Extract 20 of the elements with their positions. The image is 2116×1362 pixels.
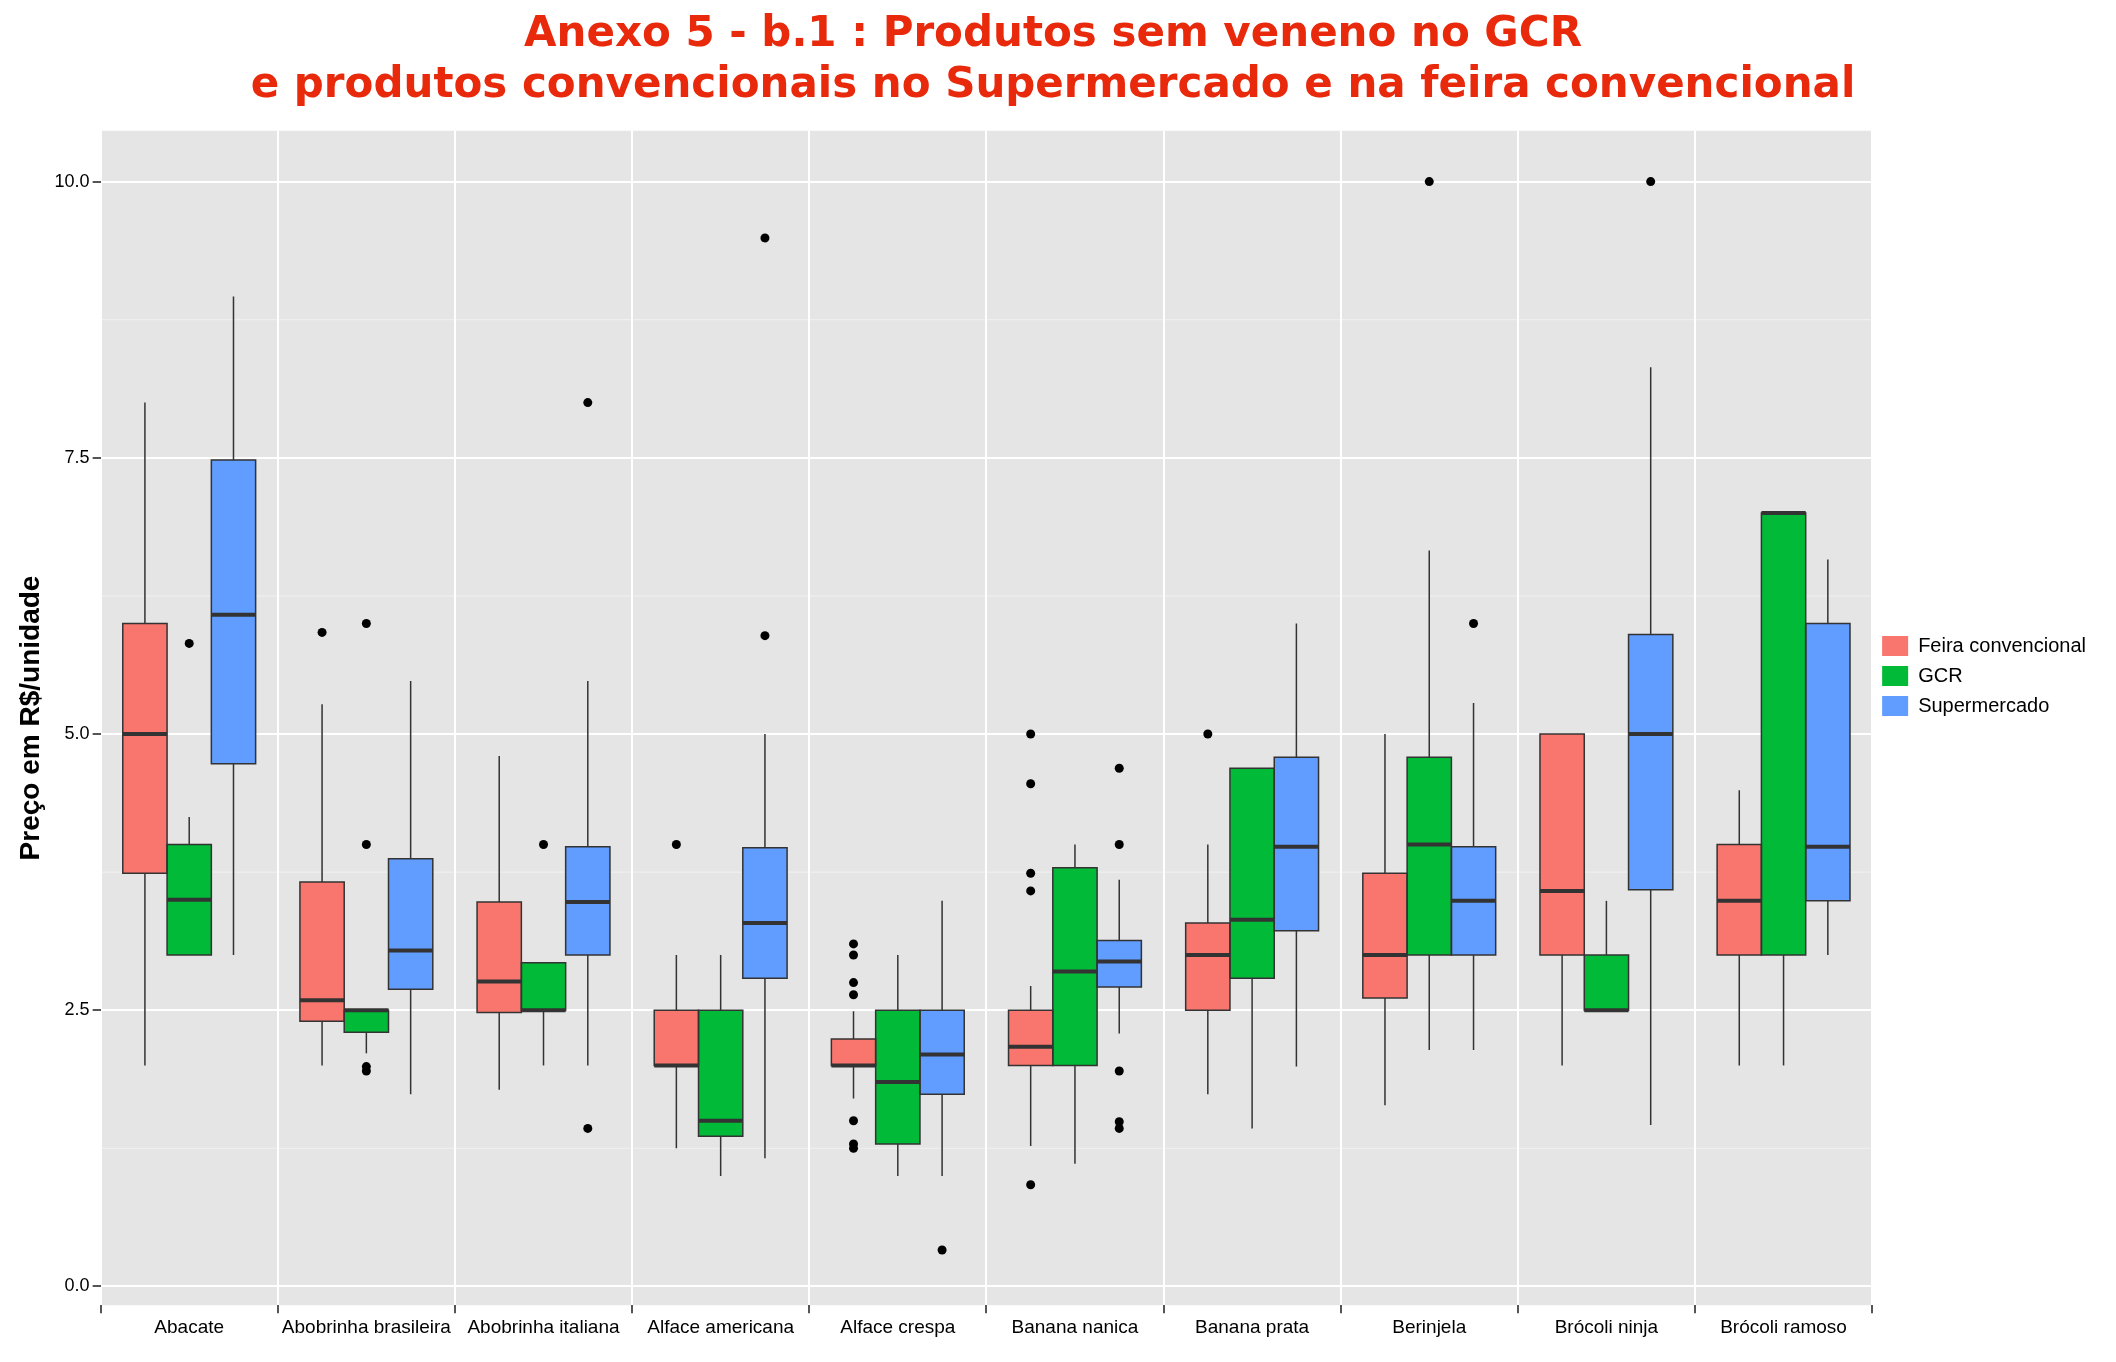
y-axis-title: Preço em R$/unidade bbox=[13, 575, 45, 861]
legend-label: Feira convencional bbox=[1918, 633, 2086, 656]
x-tick-label: Banana nanica bbox=[1011, 1315, 1139, 1337]
x-tick-label: Berinjela bbox=[1392, 1315, 1467, 1337]
x-tick-label: Abobrinha italiana bbox=[467, 1315, 620, 1337]
y-tick-label: 0.0 bbox=[64, 1275, 90, 1296]
legend-label: Supermercado bbox=[1918, 693, 2050, 716]
chart-title: Anexo 5 - b.1 : Produtos sem veneno no GCR e produtos convencionais no Supermercado e na feira convencional bbox=[250, 7, 1856, 107]
y-tick-label: 7.5 bbox=[64, 446, 90, 467]
x-tick-label: Brócoli ninja bbox=[1554, 1315, 1659, 1337]
y-tick-label: 5.0 bbox=[64, 722, 90, 743]
x-tick-label: Abacate bbox=[154, 1315, 225, 1337]
legend-label: GCR bbox=[1918, 663, 1963, 686]
x-tick-label: Banana prata bbox=[1195, 1315, 1310, 1337]
x-tick-label: Abobrinha brasileira bbox=[281, 1315, 452, 1337]
y-tick-label: 10.0 bbox=[54, 170, 90, 191]
x-tick-label: Alface americana bbox=[647, 1315, 795, 1337]
y-tick-label: 2.5 bbox=[64, 999, 90, 1020]
x-tick-label: Alface crespa bbox=[840, 1315, 956, 1337]
x-tick-label: Brócoli ramoso bbox=[1720, 1315, 1847, 1337]
